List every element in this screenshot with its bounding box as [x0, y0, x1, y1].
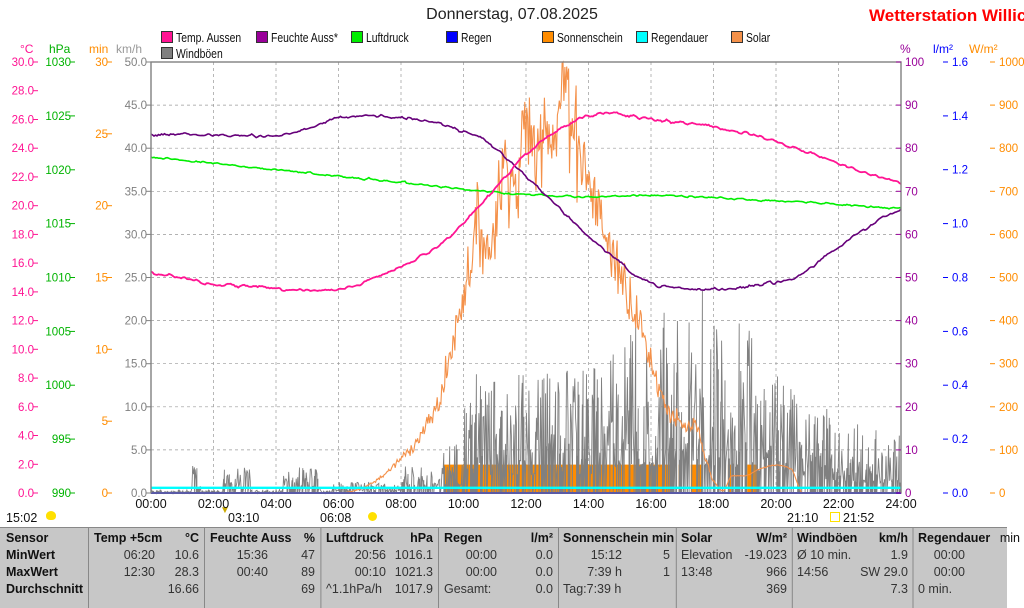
svg-text:02:00: 02:00 [198, 497, 229, 511]
svg-text:90: 90 [905, 100, 918, 112]
svg-text:1.0: 1.0 [952, 219, 968, 231]
svg-text:995: 995 [52, 434, 71, 446]
svg-text:35.0: 35.0 [125, 186, 147, 198]
svg-text:22:00: 22:00 [823, 497, 854, 511]
svg-text:0.0: 0.0 [952, 488, 968, 500]
svg-text:5.0: 5.0 [131, 445, 147, 457]
svg-text:0.0: 0.0 [18, 488, 34, 500]
svg-text:40: 40 [905, 316, 918, 328]
svg-text:12.0: 12.0 [12, 316, 34, 328]
svg-text:20: 20 [905, 402, 918, 414]
svg-text:16:00: 16:00 [635, 497, 666, 511]
svg-text:70: 70 [905, 186, 918, 198]
svg-text:990: 990 [52, 488, 71, 500]
svg-text:400: 400 [999, 316, 1018, 328]
svg-text:24.0: 24.0 [12, 143, 34, 155]
svg-text:14.0: 14.0 [12, 287, 34, 299]
svg-text:18.0: 18.0 [12, 229, 34, 241]
svg-text:30: 30 [95, 57, 108, 69]
svg-text:6.0: 6.0 [18, 402, 34, 414]
svg-text:1030: 1030 [45, 57, 71, 69]
svg-text:600: 600 [999, 229, 1018, 241]
svg-text:1025: 1025 [45, 111, 71, 123]
svg-text:45.0: 45.0 [125, 100, 147, 112]
svg-text:1000: 1000 [45, 380, 71, 392]
svg-text:25: 25 [95, 129, 108, 141]
svg-text:1010: 1010 [45, 273, 71, 285]
svg-text:06:00: 06:00 [323, 497, 354, 511]
svg-text:10.0: 10.0 [12, 344, 34, 356]
svg-text:1.2: 1.2 [952, 165, 968, 177]
svg-text:1.6: 1.6 [952, 57, 968, 69]
svg-text:1.4: 1.4 [952, 111, 969, 123]
svg-text:10:00: 10:00 [448, 497, 479, 511]
svg-text:24:00: 24:00 [885, 497, 916, 511]
svg-text:0.2: 0.2 [952, 434, 968, 446]
svg-text:10: 10 [95, 344, 108, 356]
svg-text:28.0: 28.0 [12, 86, 34, 98]
svg-text:04:00: 04:00 [260, 497, 291, 511]
svg-text:40.0: 40.0 [125, 143, 147, 155]
svg-text:22.0: 22.0 [12, 172, 34, 184]
svg-text:20.0: 20.0 [12, 201, 34, 213]
svg-text:100: 100 [905, 57, 924, 69]
svg-text:60: 60 [905, 229, 918, 241]
svg-text:2.0: 2.0 [18, 459, 34, 471]
svg-text:1005: 1005 [45, 326, 71, 338]
svg-text:0.4: 0.4 [952, 380, 969, 392]
svg-text:0.6: 0.6 [952, 326, 968, 338]
svg-text:30.0: 30.0 [125, 229, 147, 241]
svg-text:50.0: 50.0 [125, 57, 147, 69]
svg-text:00:00: 00:00 [135, 497, 166, 511]
svg-text:4.0: 4.0 [18, 431, 34, 443]
svg-text:200: 200 [999, 402, 1018, 414]
svg-text:25.0: 25.0 [125, 273, 147, 285]
svg-text:0: 0 [102, 488, 108, 500]
svg-text:20: 20 [95, 201, 108, 213]
svg-text:30.0: 30.0 [12, 57, 34, 69]
svg-text:30: 30 [905, 359, 918, 371]
svg-text:20.0: 20.0 [125, 316, 147, 328]
svg-text:18:00: 18:00 [698, 497, 729, 511]
svg-text:50: 50 [905, 273, 918, 285]
svg-text:15: 15 [95, 273, 108, 285]
svg-text:15.0: 15.0 [125, 359, 147, 371]
svg-text:100: 100 [999, 445, 1018, 457]
svg-text:20:00: 20:00 [760, 497, 791, 511]
svg-text:8.0: 8.0 [18, 373, 34, 385]
svg-text:0: 0 [999, 488, 1005, 500]
svg-text:1000: 1000 [999, 57, 1024, 69]
svg-text:1020: 1020 [45, 165, 71, 177]
svg-text:300: 300 [999, 359, 1018, 371]
svg-text:80: 80 [905, 143, 918, 155]
svg-text:26.0: 26.0 [12, 115, 34, 127]
svg-text:5: 5 [102, 416, 108, 428]
svg-text:800: 800 [999, 143, 1018, 155]
svg-text:1015: 1015 [45, 219, 71, 231]
svg-text:14:00: 14:00 [573, 497, 604, 511]
svg-text:500: 500 [999, 273, 1018, 285]
svg-text:700: 700 [999, 186, 1018, 198]
svg-text:16.0: 16.0 [12, 258, 34, 270]
svg-text:10.0: 10.0 [125, 402, 147, 414]
svg-text:12:00: 12:00 [510, 497, 541, 511]
svg-text:0.8: 0.8 [952, 273, 968, 285]
svg-text:08:00: 08:00 [385, 497, 416, 511]
svg-text:900: 900 [999, 100, 1018, 112]
svg-text:10: 10 [905, 445, 918, 457]
